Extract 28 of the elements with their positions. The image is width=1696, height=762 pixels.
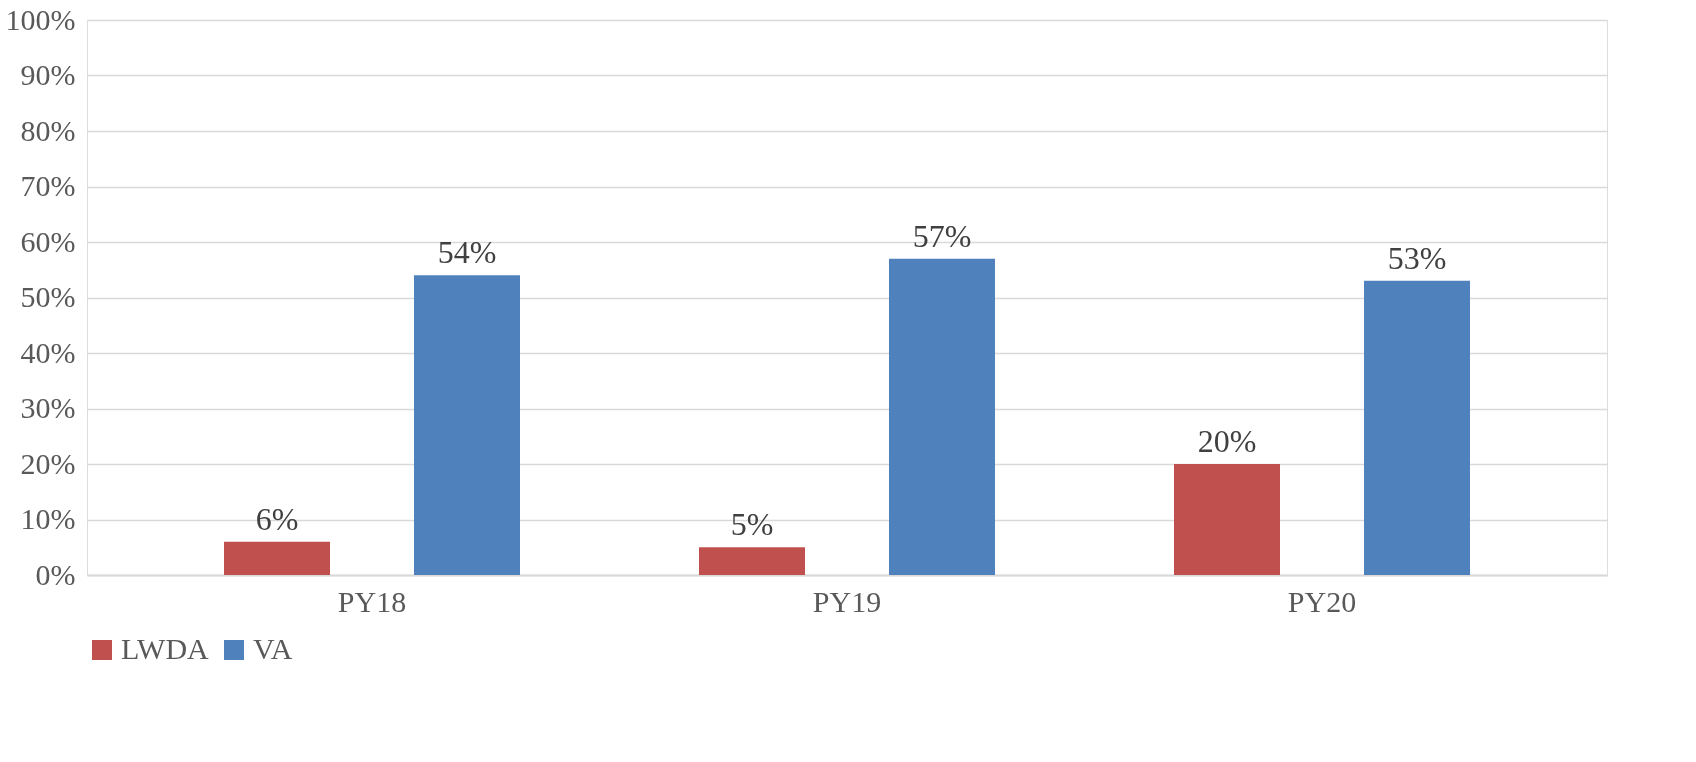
y-tick-label: 40% xyxy=(20,335,76,369)
y-tick-label: 60% xyxy=(20,224,76,258)
data-label: 5% xyxy=(730,506,774,543)
legend-label: LWDA xyxy=(121,632,210,665)
y-tick-label: 50% xyxy=(20,280,76,313)
x-tick-label: PY18 xyxy=(337,584,407,618)
bar xyxy=(1364,280,1470,575)
x-tick-label: PY20 xyxy=(1287,584,1357,618)
legend-label: VA xyxy=(253,632,293,665)
y-tick-label: 100% xyxy=(5,2,76,36)
y-tick-label: 80% xyxy=(20,113,76,147)
x-tick-label: PY19 xyxy=(812,584,882,618)
data-label: 57% xyxy=(912,217,972,254)
y-tick-label: 70% xyxy=(20,169,76,202)
data-label: 20% xyxy=(1197,423,1257,459)
bar xyxy=(1174,464,1280,575)
y-tick-label: 0% xyxy=(35,557,76,591)
data-label: 6% xyxy=(255,500,299,537)
bar xyxy=(699,547,805,575)
y-tick-label: 10% xyxy=(20,502,76,535)
data-label: 53% xyxy=(1387,239,1447,276)
data-label: 54% xyxy=(437,234,497,271)
y-tick-label: 30% xyxy=(20,391,76,424)
bar xyxy=(224,541,330,575)
bar xyxy=(414,275,520,575)
y-tick-label: 90% xyxy=(20,58,76,91)
y-tick-label: 20% xyxy=(20,446,76,480)
bar xyxy=(889,258,995,575)
